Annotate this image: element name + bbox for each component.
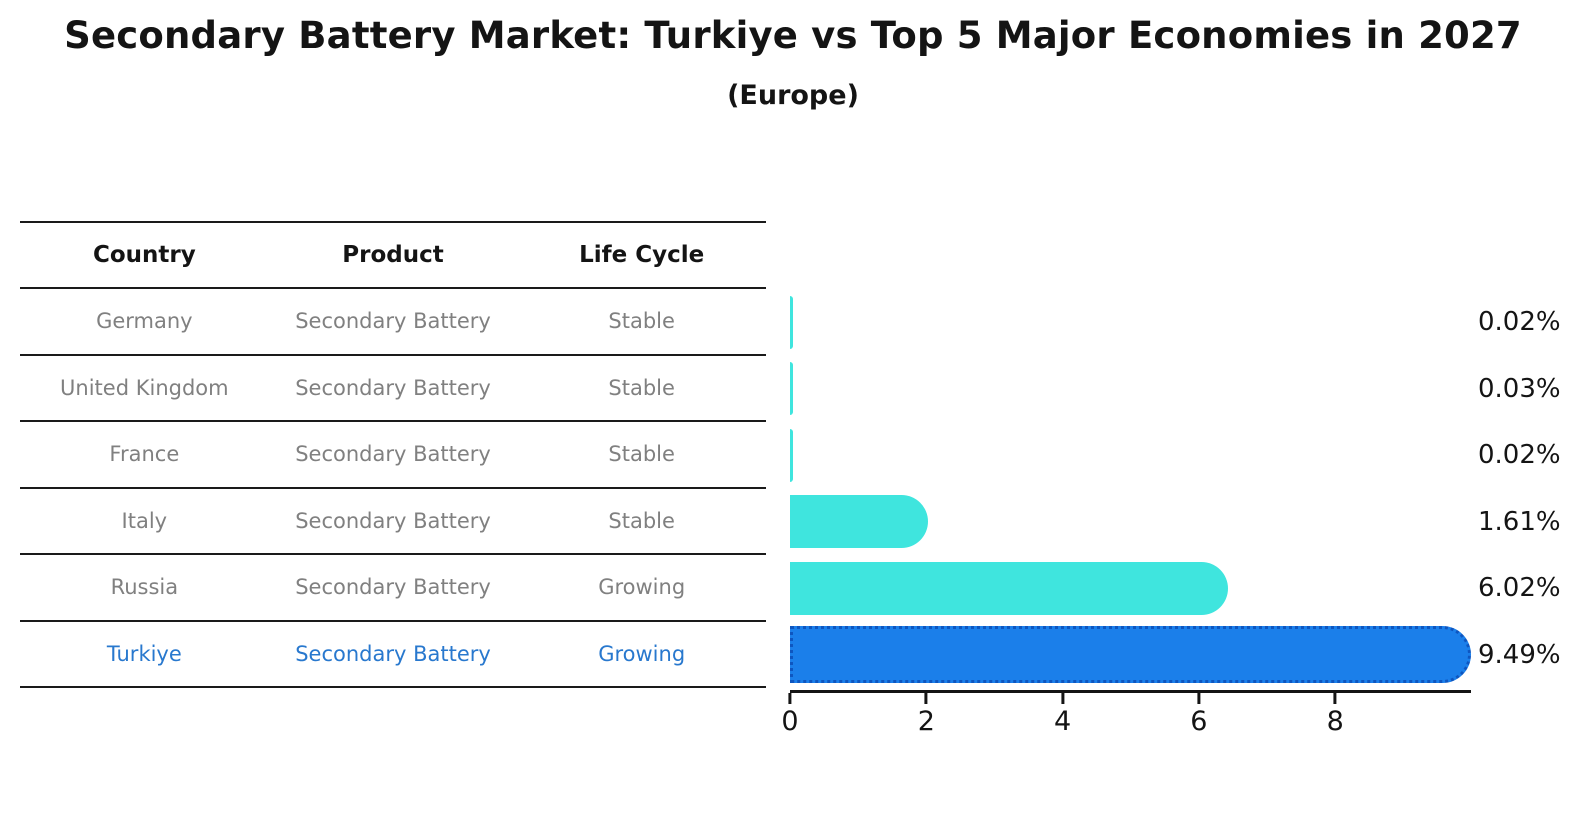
x-tick-8: 8	[1327, 693, 1344, 737]
header-product: Product	[342, 242, 444, 268]
bar-row-turkiye: 9.49%	[790, 622, 1586, 689]
cell-country: Italy	[121, 508, 168, 533]
x-axis-ticks: 0 2 4 6 8	[781, 693, 1490, 753]
cell-country: Germany	[96, 309, 193, 334]
table-row-united-kingdom: United Kingdom Secondary Battery Stable	[20, 356, 766, 422]
cell-life-cycle: Stable	[608, 309, 675, 334]
x-tick-6: 6	[1190, 693, 1207, 737]
cell-life-cycle: Stable	[608, 442, 675, 467]
cell-product: Secondary Battery	[295, 641, 491, 666]
tick-mark	[1197, 693, 1201, 704]
tick-label: 6	[1190, 706, 1208, 737]
value-label-italy: 1.61%	[1478, 506, 1561, 537]
tick-mark	[924, 693, 928, 704]
tick-label: 0	[781, 706, 799, 737]
bar-france	[790, 428, 793, 482]
cell-country: United Kingdom	[60, 375, 229, 400]
cell-product: Secondary Battery	[295, 309, 491, 334]
bar-italy	[790, 495, 928, 549]
chart-subtitle: (Europe)	[727, 80, 859, 111]
country-table: Country Product Life Cycle Germany Secon…	[20, 221, 766, 688]
cell-country: Turkiye	[106, 641, 182, 666]
x-tick-2: 2	[918, 693, 935, 737]
cell-life-cycle: Growing	[598, 575, 686, 600]
value-label-germany: 0.02%	[1478, 307, 1561, 338]
bar-russia	[790, 561, 1229, 615]
cell-product: Secondary Battery	[295, 442, 491, 467]
bar-row-italy: 1.61%	[790, 489, 1586, 556]
header-country: Country	[92, 242, 196, 268]
bar-row-russia: 6.02%	[790, 555, 1586, 622]
cell-country: France	[109, 442, 180, 467]
bar-germany	[790, 295, 793, 349]
cell-product: Secondary Battery	[295, 375, 491, 400]
bar-turkiye	[790, 626, 1471, 684]
cell-life-cycle: Stable	[608, 508, 675, 533]
value-label-turkiye: 9.49%	[1478, 639, 1561, 670]
table-row-turkiye: Turkiye Secondary Battery Growing	[20, 622, 766, 688]
tick-mark	[1333, 693, 1337, 704]
chart-title: Secondary Battery Market: Turkiye vs Top…	[64, 14, 1522, 57]
header-life-cycle: Life Cycle	[579, 242, 705, 268]
cell-country: Russia	[110, 575, 179, 600]
cell-product: Secondary Battery	[295, 508, 491, 533]
tick-label: 2	[917, 706, 935, 737]
tick-mark	[788, 693, 792, 704]
table-header-row: Country Product Life Cycle	[20, 223, 766, 289]
value-label-united-kingdom: 0.03%	[1478, 373, 1561, 404]
cell-life-cycle: Growing	[598, 641, 686, 666]
x-axis-line	[790, 690, 1471, 693]
value-label-russia: 6.02%	[1478, 573, 1561, 604]
table-row-italy: Italy Secondary Battery Stable	[20, 489, 766, 555]
table-row-germany: Germany Secondary Battery Stable	[20, 289, 766, 356]
bar-row-united-kingdom: 0.03%	[790, 356, 1586, 423]
tick-label: 4	[1054, 706, 1072, 737]
tick-label: 8	[1326, 706, 1344, 737]
cell-life-cycle: Stable	[608, 375, 675, 400]
tick-mark	[1061, 693, 1065, 704]
table-row-france: France Secondary Battery Stable	[20, 422, 766, 489]
table-row-russia: Russia Secondary Battery Growing	[20, 555, 766, 622]
bar-row-germany: 0.02%	[790, 289, 1586, 356]
bar-row-france: 0.02%	[790, 422, 1586, 489]
x-tick-0: 0	[781, 693, 799, 737]
x-tick-4: 4	[1054, 693, 1071, 737]
value-label-france: 0.02%	[1478, 440, 1561, 471]
cell-product: Secondary Battery	[295, 575, 491, 600]
bar-chart: 0.02% 0.03% 0.02% 1.61% 6.02% 9.49%	[790, 289, 1586, 688]
bar-united-kingdom	[790, 362, 793, 416]
